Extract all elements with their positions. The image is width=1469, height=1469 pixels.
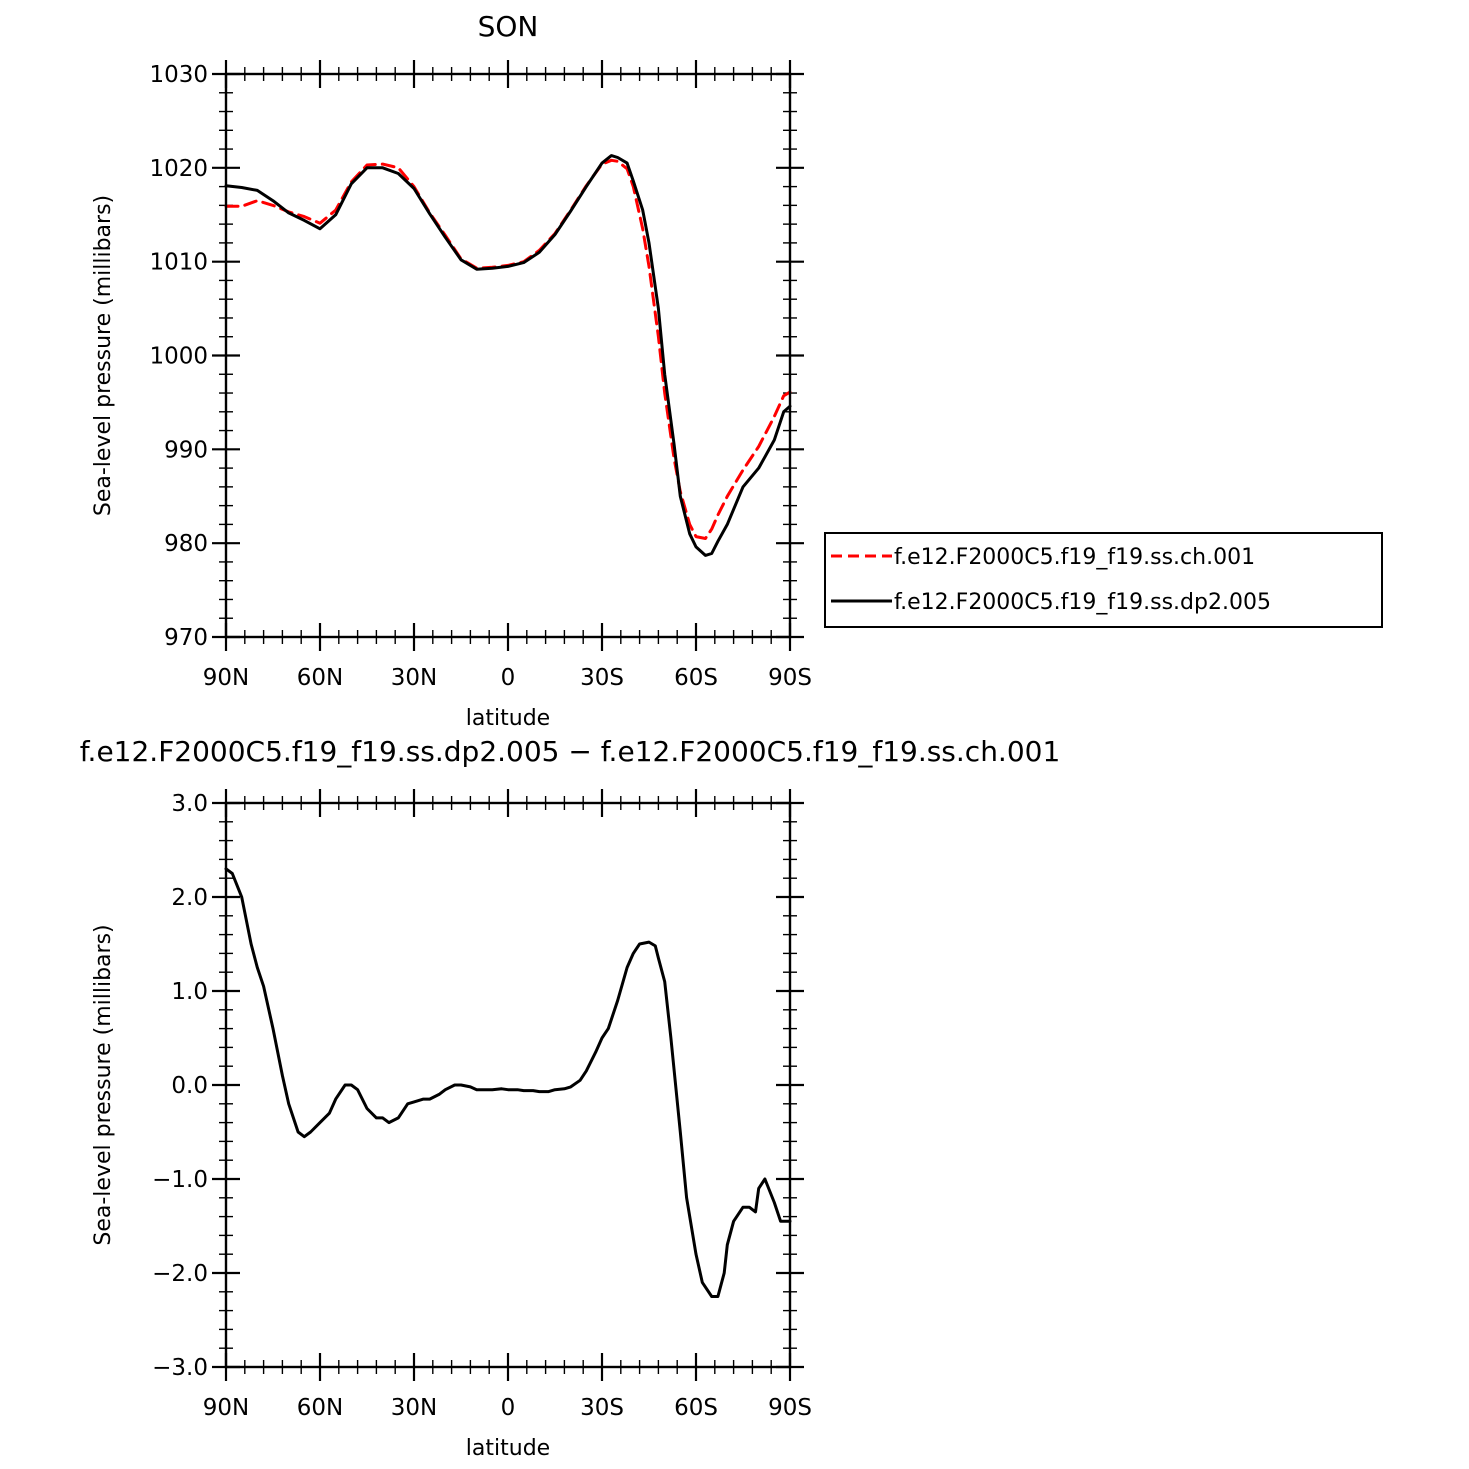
bottom-y-tick-label: 2.0 bbox=[171, 885, 208, 911]
top-series-line-0 bbox=[224, 158, 792, 540]
bottom-series-line-0 bbox=[224, 867, 792, 1298]
legend: f.e12.F2000C5.f19_f19.ss.ch.001 f.e12.F2… bbox=[824, 532, 1383, 628]
top-y-tick-label: 990 bbox=[164, 437, 208, 463]
top-y-axis: 970 980 990 1000 1010 1020 1030 bbox=[149, 62, 804, 651]
bottom-x-axis: 90N 60N 30N 0 30S 60S 90S bbox=[203, 789, 812, 1421]
top-y-tick-label: 1020 bbox=[149, 156, 208, 182]
bottom-y-tick-label: −3.0 bbox=[152, 1355, 208, 1381]
top-x-axis-label: latitude bbox=[466, 706, 550, 731]
bottom-y-tick-label: 3.0 bbox=[171, 791, 208, 817]
bottom-x-tick-label: 90S bbox=[768, 1395, 812, 1421]
bottom-y-tick-label: −1.0 bbox=[152, 1167, 208, 1193]
legend-box bbox=[824, 532, 1383, 628]
top-chart-title: SON bbox=[478, 10, 539, 43]
bottom-chart-title: f.e12.F2000C5.f19_f19.ss.dp2.005 − f.e12… bbox=[80, 735, 1061, 768]
top-x-tick-label: 30N bbox=[391, 665, 437, 691]
bottom-y-axis-label: Sea-level pressure (millibars) bbox=[91, 924, 116, 1245]
top-y-tick-label: 1030 bbox=[149, 62, 208, 88]
bottom-y-tick-label: 0.0 bbox=[171, 1073, 208, 1099]
top-x-tick-label: 90N bbox=[203, 665, 249, 691]
bottom-x-tick-label: 60S bbox=[674, 1395, 718, 1421]
bottom-plot-frame bbox=[224, 801, 792, 1369]
bottom-panel-difference: f.e12.F2000C5.f19_f19.ss.dp2.005 − f.e12… bbox=[80, 735, 1061, 1461]
top-x-tick-label: 60S bbox=[674, 665, 718, 691]
top-x-tick-label: 90S bbox=[768, 665, 812, 691]
legend-label-ch001: f.e12.F2000C5.f19_f19.ss.ch.001 bbox=[894, 545, 1255, 570]
top-y-tick-label: 970 bbox=[164, 625, 208, 651]
bottom-y-tick-label: −2.0 bbox=[152, 1261, 208, 1287]
legend-label-dp2005: f.e12.F2000C5.f19_f19.ss.dp2.005 bbox=[894, 590, 1271, 615]
top-series-layer bbox=[224, 154, 792, 557]
bottom-x-tick-label: 0 bbox=[501, 1395, 516, 1421]
top-x-tick-label: 30S bbox=[580, 665, 624, 691]
bottom-y-axis: −3.0 −2.0 −1.0 0.0 1.0 2.0 3.0 bbox=[152, 791, 804, 1381]
bottom-y-tick-label: 1.0 bbox=[171, 979, 208, 1005]
top-x-tick-label: 0 bbox=[501, 665, 516, 691]
bottom-x-tick-label: 30S bbox=[580, 1395, 624, 1421]
top-y-axis-label: Sea-level pressure (millibars) bbox=[91, 195, 116, 516]
top-panel-son: SON 970 980 990 1000 1010 1020 1030 90N 60N 30N 0… bbox=[91, 10, 812, 731]
bottom-x-axis-label: latitude bbox=[466, 1436, 550, 1461]
top-series-line-1 bbox=[224, 154, 792, 557]
top-y-tick-label: 980 bbox=[164, 531, 208, 557]
bottom-x-tick-label: 60N bbox=[297, 1395, 343, 1421]
top-y-tick-label: 1000 bbox=[149, 344, 208, 370]
top-x-axis: 90N 60N 30N 0 30S 60S 90S bbox=[203, 60, 812, 691]
bottom-series-layer bbox=[224, 867, 792, 1298]
top-plot-frame bbox=[224, 72, 792, 639]
top-x-tick-label: 60N bbox=[297, 665, 343, 691]
bottom-x-tick-label: 90N bbox=[203, 1395, 249, 1421]
top-y-tick-label: 1010 bbox=[149, 250, 208, 276]
bottom-x-tick-label: 30N bbox=[391, 1395, 437, 1421]
